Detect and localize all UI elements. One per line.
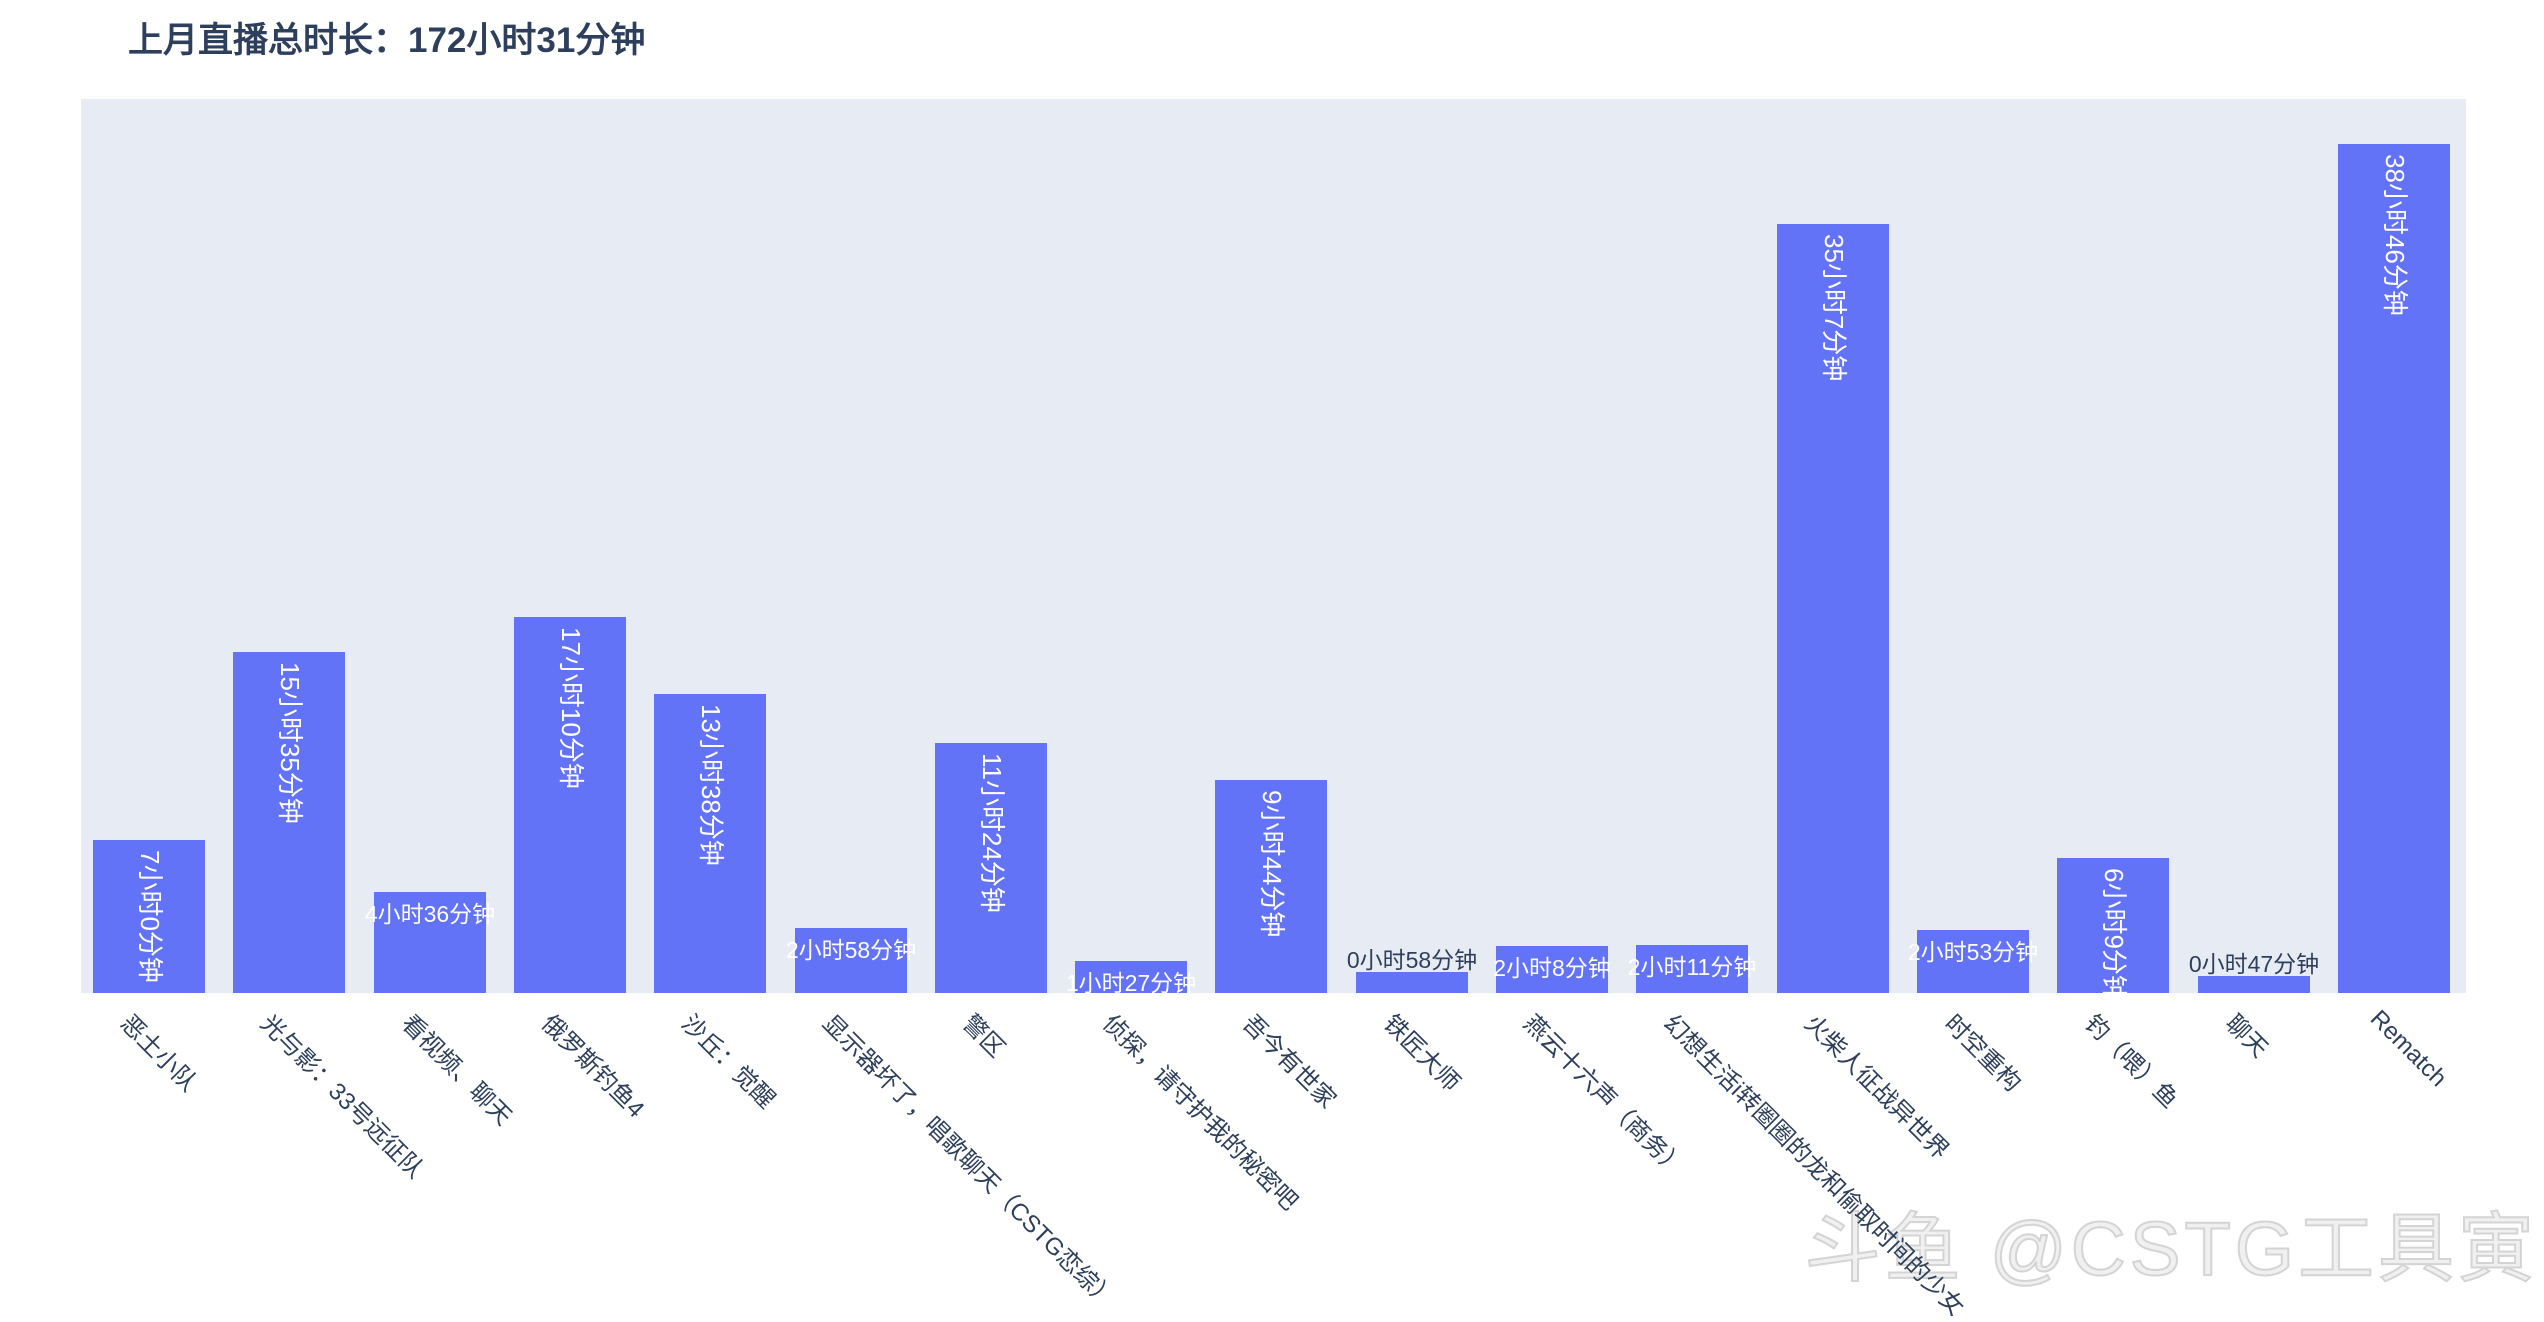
bar[interactable]: 35小时7分钟 bbox=[1777, 224, 1889, 993]
bar[interactable]: 0小时58分钟 bbox=[1347, 947, 1477, 993]
x-axis-label: 吾今有世家 bbox=[1236, 1009, 1341, 1114]
bar-value-label: 11小时24分钟 bbox=[977, 753, 1007, 913]
bar-value-label: 2小时58分钟 bbox=[785, 937, 917, 963]
x-axis-label: 看视频、聊天 bbox=[395, 1009, 517, 1131]
chart-title: 上月直播总时长：172小时31分钟 bbox=[128, 21, 646, 60]
bar-value-label: 6小时9分钟 bbox=[2099, 868, 2129, 1001]
x-axis-label: 警区 bbox=[956, 1009, 1010, 1063]
bar[interactable]: 2小时8分钟 bbox=[1493, 946, 1611, 993]
bar[interactable]: 2小时11分钟 bbox=[1628, 945, 1756, 993]
bar[interactable]: 15小时35分钟 bbox=[233, 652, 345, 993]
bar-value-label: 7小时0分钟 bbox=[135, 850, 165, 983]
bar-value-label: 1小时27分钟 bbox=[1065, 970, 1197, 996]
bar-value-label: 17小时10分钟 bbox=[556, 627, 586, 789]
bar-value-label: 2小时11分钟 bbox=[1627, 954, 1757, 980]
bar[interactable]: 0小时47分钟 bbox=[2189, 951, 2319, 993]
bar[interactable]: 38小时46分钟 bbox=[2338, 144, 2450, 993]
bar-value-label: 38小时46分钟 bbox=[2380, 154, 2410, 316]
bar-value-label: 15小时35分钟 bbox=[275, 662, 305, 824]
bar-value-label: 35小时7分钟 bbox=[1819, 234, 1849, 382]
bar-value-label: 2小时8分钟 bbox=[1493, 955, 1611, 981]
bar[interactable]: 7小时0分钟 bbox=[93, 840, 205, 993]
bar-value-label: 0小时47分钟 bbox=[2188, 951, 2320, 977]
bar-value-label: 13小时38分钟 bbox=[696, 704, 726, 866]
x-axis-label: 恶土小队 bbox=[114, 1009, 202, 1097]
bar[interactable]: 1小时27分钟 bbox=[1066, 961, 1196, 996]
x-axis-label: 火柴人征战异世界 bbox=[1798, 1009, 1954, 1165]
bar[interactable]: 2小时53分钟 bbox=[1908, 930, 2038, 993]
watermark: 斗鱼 @CSTG工具寅 bbox=[1804, 1206, 2538, 1293]
x-axis-label: 俄罗斯钓鱼4 bbox=[535, 1009, 650, 1124]
x-axis-label: 铁匠大师 bbox=[1377, 1009, 1465, 1097]
bar-value-label: 4小时36分钟 bbox=[364, 901, 496, 927]
x-axis-label: 显示器坏了，唱歌聊天（CSTG恋综） bbox=[816, 1009, 1121, 1314]
bar[interactable]: 9小时44分钟 bbox=[1215, 780, 1327, 993]
x-axis-label: 沙丘：觉醒 bbox=[675, 1009, 780, 1114]
bar[interactable]: 13小时38分钟 bbox=[654, 694, 766, 993]
bar[interactable]: 11小时24分钟 bbox=[935, 743, 1047, 993]
bar[interactable]: 6小时9分钟 bbox=[2057, 858, 2169, 1001]
x-axis-label: Rematch bbox=[2364, 1005, 2452, 1093]
x-axis-label: 钓（喂）鱼 bbox=[2078, 1009, 2183, 1114]
bar-value-label: 9小时44分钟 bbox=[1257, 790, 1287, 938]
bar[interactable]: 4小时36分钟 bbox=[365, 892, 495, 993]
bar[interactable]: 2小时58分钟 bbox=[786, 928, 916, 993]
bar-value-label: 2小时53分钟 bbox=[1907, 939, 2039, 965]
bar[interactable]: 17小时10分钟 bbox=[514, 617, 626, 993]
x-axis-label: 时空重构 bbox=[1938, 1009, 2026, 1097]
bar-value-label: 0小时58分钟 bbox=[1346, 947, 1478, 973]
x-axis-label: 聊天 bbox=[2219, 1009, 2273, 1063]
plot-area: 7小时0分钟 15小时35分钟 4小时36分钟 17小时10分钟 13小时38分钟 2小时… bbox=[81, 99, 2466, 1001]
